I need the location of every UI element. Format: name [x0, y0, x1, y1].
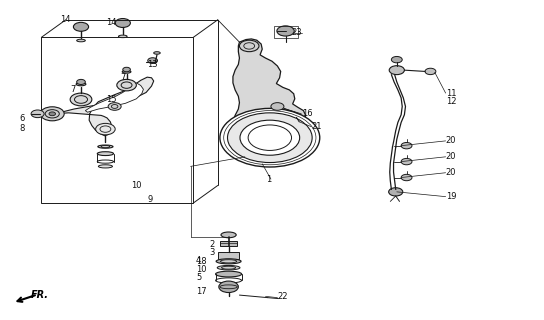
Ellipse shape — [119, 35, 127, 38]
Circle shape — [401, 142, 412, 149]
Text: 23: 23 — [291, 28, 301, 37]
Circle shape — [219, 281, 238, 292]
Circle shape — [123, 67, 131, 72]
Text: 13: 13 — [147, 60, 158, 69]
Text: 19: 19 — [446, 192, 456, 201]
Ellipse shape — [217, 266, 240, 270]
Text: 20: 20 — [446, 136, 456, 145]
Circle shape — [239, 40, 259, 52]
Text: 12: 12 — [446, 97, 456, 106]
Text: 7: 7 — [70, 85, 76, 94]
Circle shape — [240, 120, 300, 155]
Text: 3: 3 — [209, 248, 215, 257]
Text: 10: 10 — [131, 181, 141, 190]
Circle shape — [391, 56, 402, 63]
Circle shape — [425, 68, 436, 75]
Text: 9: 9 — [147, 195, 152, 204]
Circle shape — [70, 93, 92, 106]
Ellipse shape — [216, 259, 241, 264]
Text: 10: 10 — [196, 265, 207, 275]
Text: 17: 17 — [196, 287, 207, 296]
Circle shape — [220, 108, 320, 167]
Text: FR.: FR. — [30, 291, 48, 300]
Text: 22: 22 — [277, 292, 288, 301]
Circle shape — [108, 103, 121, 110]
Bar — [274, 26, 298, 38]
Polygon shape — [55, 77, 154, 136]
Text: 18: 18 — [196, 258, 207, 267]
Circle shape — [77, 79, 85, 84]
Circle shape — [73, 22, 89, 31]
Ellipse shape — [98, 145, 113, 148]
Text: 15: 15 — [107, 95, 117, 104]
Text: 16: 16 — [302, 109, 312, 118]
Text: 8: 8 — [20, 124, 25, 132]
Text: 20: 20 — [446, 168, 456, 177]
Circle shape — [148, 58, 158, 63]
Circle shape — [227, 113, 312, 163]
Text: 20: 20 — [446, 152, 456, 161]
Circle shape — [96, 123, 115, 135]
Circle shape — [388, 188, 403, 196]
Ellipse shape — [76, 83, 86, 86]
Circle shape — [115, 19, 131, 28]
Text: 4: 4 — [196, 256, 201, 265]
Text: 2: 2 — [209, 240, 215, 249]
Circle shape — [277, 26, 294, 36]
Text: 5: 5 — [196, 273, 201, 282]
Polygon shape — [85, 83, 144, 112]
Circle shape — [40, 107, 64, 121]
Text: 14: 14 — [60, 15, 71, 24]
Ellipse shape — [215, 271, 242, 277]
Text: 21: 21 — [311, 122, 322, 131]
Circle shape — [117, 79, 137, 91]
Text: 11: 11 — [446, 89, 456, 98]
Text: 7: 7 — [120, 73, 126, 82]
Circle shape — [31, 110, 44, 118]
Ellipse shape — [98, 165, 113, 168]
Circle shape — [401, 158, 412, 165]
Polygon shape — [233, 39, 306, 166]
Ellipse shape — [77, 39, 85, 42]
Text: 6: 6 — [20, 114, 25, 123]
Bar — [41, 37, 193, 203]
Ellipse shape — [154, 52, 160, 54]
Circle shape — [389, 66, 404, 75]
Text: 14: 14 — [107, 19, 117, 28]
Circle shape — [271, 103, 284, 110]
Circle shape — [49, 112, 55, 116]
Ellipse shape — [220, 260, 237, 263]
Bar — [218, 252, 239, 259]
Text: 1: 1 — [267, 175, 272, 184]
Ellipse shape — [97, 152, 114, 156]
Circle shape — [401, 174, 412, 181]
Ellipse shape — [221, 232, 236, 238]
Bar — [220, 241, 237, 246]
Ellipse shape — [122, 70, 131, 73]
